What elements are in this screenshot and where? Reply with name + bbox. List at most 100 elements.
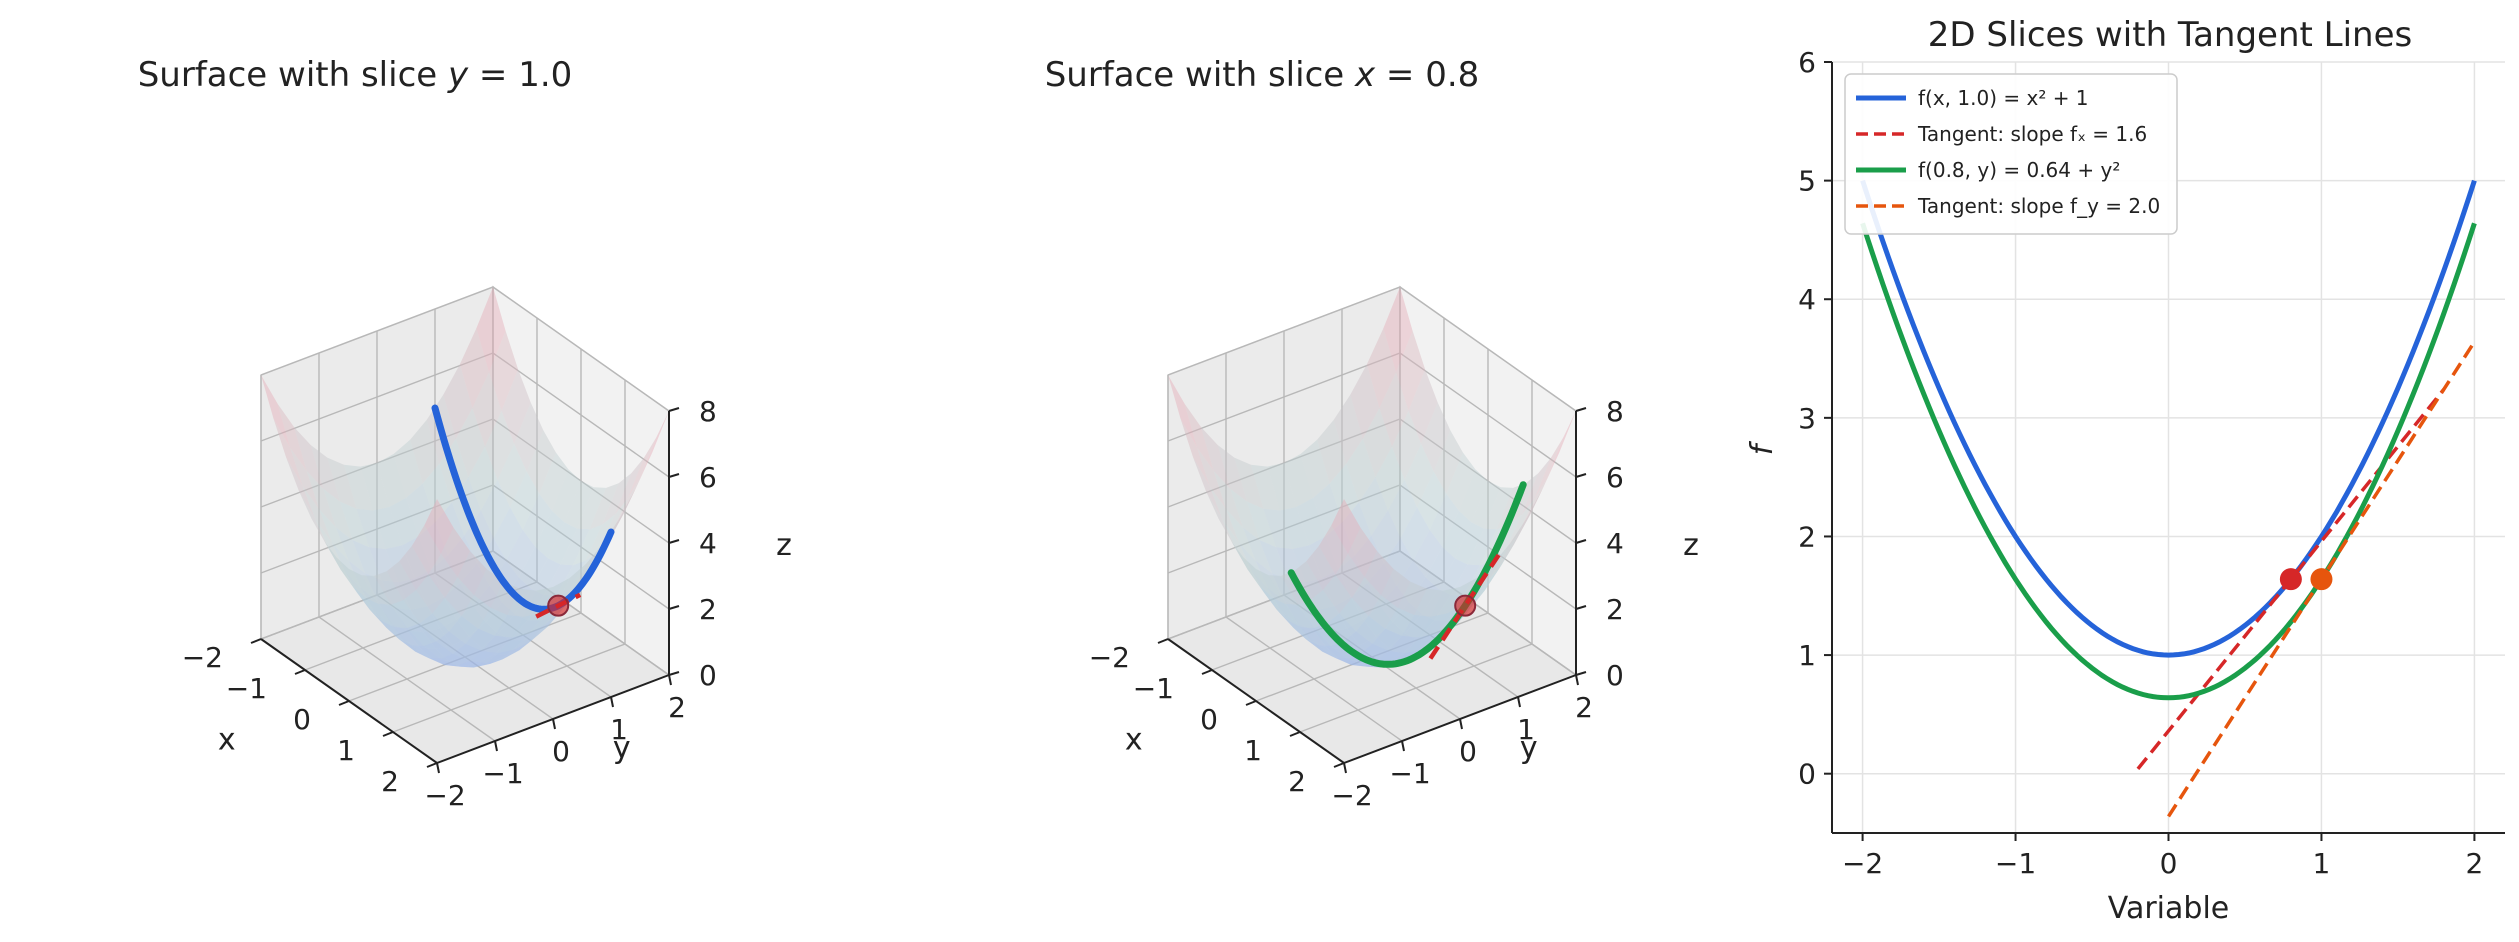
surface-patch xyxy=(373,610,403,641)
surface-patch xyxy=(1383,287,1413,373)
y-tick xyxy=(1343,762,1347,774)
slice-curve xyxy=(431,404,615,613)
z-axis: 0 2 4 6 8 z xyxy=(668,395,792,692)
surface-patch xyxy=(531,610,561,641)
surface-patch xyxy=(310,445,340,502)
series-line-1 xyxy=(1860,179,2477,658)
legend: f(x, 1.0) = x² + 1 Tangent: slope fₓ = 1.… xyxy=(1844,73,2178,235)
surface-patch xyxy=(327,546,357,593)
surface-patch xyxy=(1505,499,1535,551)
surface-patch xyxy=(1380,585,1410,623)
surface-patch xyxy=(1385,607,1415,636)
y-axis-label: y xyxy=(1520,730,1538,765)
surface-patch xyxy=(1379,372,1409,447)
z-tick xyxy=(1575,539,1587,544)
y-tick-label: 2 xyxy=(1575,691,1593,724)
surface-patch xyxy=(1230,540,1260,587)
surface-patch xyxy=(1372,628,1402,652)
surface-patch xyxy=(519,626,549,651)
surface-patch xyxy=(1342,502,1372,556)
x-tick-label: −1 xyxy=(1133,672,1174,705)
surface-patch xyxy=(331,542,361,589)
y-tick xyxy=(552,718,556,730)
surface-patch xyxy=(389,497,419,546)
surface-patch xyxy=(402,536,432,579)
surface-patch xyxy=(1259,540,1289,581)
surface-patch xyxy=(439,619,469,646)
surface-patch xyxy=(428,553,458,598)
surface-patch xyxy=(1293,627,1323,652)
surface-patch xyxy=(1364,551,1394,596)
surface-patch xyxy=(1343,631,1373,654)
surface-patch xyxy=(1397,581,1427,615)
surface-patch xyxy=(473,659,503,668)
surface-patch xyxy=(1251,570,1281,611)
surface-patch xyxy=(315,519,345,571)
surface-patch xyxy=(323,540,353,587)
x-axis: −2 −1 0 1 2 xyxy=(1842,833,2483,880)
surface-patch xyxy=(352,540,382,581)
surface-patch xyxy=(378,603,408,628)
z-tick xyxy=(668,539,680,544)
surface-patch xyxy=(1501,514,1531,566)
surface-patch xyxy=(1230,488,1260,540)
surface-patch xyxy=(469,622,499,648)
surface-patch xyxy=(349,569,379,604)
x-tick xyxy=(426,762,438,768)
z-gridline xyxy=(1167,550,1577,676)
surface-patch xyxy=(453,643,483,662)
surface-patch xyxy=(1272,573,1302,608)
z-tick-label: 8 xyxy=(1606,395,1624,428)
surface-patch xyxy=(343,464,373,511)
surface-patch xyxy=(573,543,603,590)
surface-patch xyxy=(514,402,544,472)
surface-patch xyxy=(1264,592,1294,628)
surface-patch xyxy=(585,514,615,561)
surface-patch xyxy=(339,501,369,548)
y-tick-label: 3 xyxy=(1798,402,1816,435)
x-tick xyxy=(250,638,262,644)
legend-label-2: Tangent: slope fₓ = 1.6 xyxy=(1917,122,2147,146)
surface-patch xyxy=(1322,574,1352,614)
surface-patch xyxy=(1409,577,1439,614)
surface-patch xyxy=(1250,464,1280,511)
surface-patch xyxy=(1313,483,1343,537)
surface-patch xyxy=(431,658,461,667)
surface-patch xyxy=(419,613,449,642)
z-tick xyxy=(1575,671,1587,676)
surface-patch xyxy=(365,573,395,608)
surface-patch xyxy=(1209,486,1239,543)
surface-patch xyxy=(1471,481,1501,529)
y-tick-label: −1 xyxy=(1389,757,1430,790)
surface-patch xyxy=(407,623,437,646)
y-axis: −2 −1 0 1 2 y xyxy=(1331,674,1593,812)
surface-patch xyxy=(1268,575,1298,605)
surface-patch xyxy=(1256,569,1286,604)
surface-patch xyxy=(1381,569,1411,608)
surface-patch xyxy=(1372,648,1402,664)
surface-patch xyxy=(1534,437,1564,500)
surface-patch xyxy=(1354,535,1384,583)
surface-patch xyxy=(1362,408,1392,478)
surface-patch xyxy=(1276,609,1306,639)
surface-patch xyxy=(461,663,491,668)
series-line-3 xyxy=(1860,222,2477,701)
title-value: = 0.8 xyxy=(1375,55,1479,95)
z-tick-label: 4 xyxy=(1606,527,1624,560)
surface-patch xyxy=(335,527,365,574)
surface-patch xyxy=(440,653,470,666)
surface-patch xyxy=(1255,560,1285,601)
z-tick-label: 4 xyxy=(699,527,717,560)
x-tick-label: 0 xyxy=(1200,703,1218,736)
surface-patch xyxy=(1338,555,1368,598)
surface-patch xyxy=(377,454,407,507)
surface-patch xyxy=(435,502,465,556)
z-axis-label: z xyxy=(1683,528,1699,563)
surface-patch xyxy=(1246,501,1276,548)
surface-patch xyxy=(498,633,528,653)
surface-patch xyxy=(436,631,466,654)
surface-patch xyxy=(443,582,473,620)
y-tick xyxy=(610,696,614,708)
z-tick xyxy=(1575,473,1587,478)
surface-patch xyxy=(1331,499,1361,554)
